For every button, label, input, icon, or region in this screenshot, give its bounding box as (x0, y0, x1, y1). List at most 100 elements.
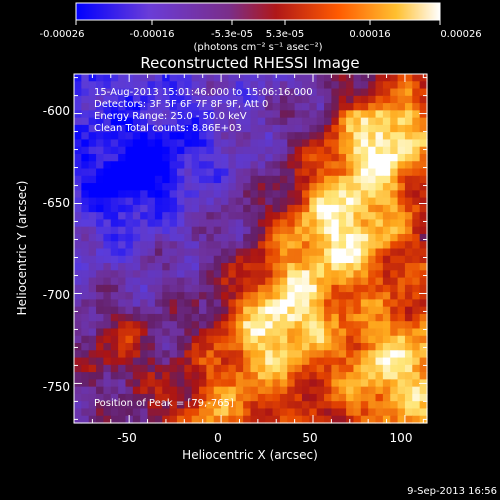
heatmap-cell (147, 350, 156, 359)
heatmap-cell (103, 401, 112, 410)
heatmap-cell (81, 183, 90, 191)
heatmap-cell (132, 110, 141, 119)
heatmap-cell (382, 343, 391, 351)
heatmap-cell (154, 175, 163, 184)
heatmap-cell (375, 372, 384, 380)
heatmap-cell (294, 408, 303, 417)
heatmap-cell (338, 110, 347, 119)
heatmap-cell (390, 386, 399, 395)
heatmap-cell (338, 401, 347, 410)
heatmap-cell (74, 226, 82, 235)
heatmap-cell (191, 233, 200, 242)
heatmap-cell (96, 190, 105, 199)
heatmap-cell (279, 299, 288, 308)
heatmap-cell (235, 408, 244, 417)
heatmap-cell (147, 197, 156, 206)
heatmap-cell (331, 161, 340, 170)
heatmap-cell (301, 277, 310, 286)
heatmap-cell (154, 328, 163, 337)
heatmap-cell (279, 233, 288, 242)
heatmap-cell (287, 219, 296, 228)
heatmap-cell (213, 386, 222, 395)
heatmap-cell (118, 408, 127, 417)
heatmap-cell (96, 350, 105, 359)
heatmap-cell (279, 343, 288, 351)
heatmap-cell (125, 88, 134, 97)
heatmap-cell (118, 241, 127, 250)
heatmap-cell (353, 343, 362, 351)
heatmap-cell (301, 364, 310, 373)
heatmap-cell (88, 226, 97, 235)
heatmap-cell (235, 401, 244, 410)
heatmap-cell (382, 277, 391, 286)
heatmap-cell (221, 175, 230, 184)
heatmap-cell (199, 183, 207, 191)
heatmap-cell (162, 386, 171, 395)
heatmap-cell (191, 197, 200, 206)
heatmap-cell (287, 343, 296, 351)
heatmap-cell (397, 313, 406, 322)
heatmap-cell (265, 226, 274, 235)
heatmap-cell (110, 306, 119, 315)
heatmap-cell (404, 248, 413, 257)
heatmap-cell (390, 408, 399, 417)
heatmap-cell (412, 357, 421, 366)
heatmap-cell (390, 306, 399, 315)
heatmap-cell (279, 110, 288, 119)
heatmap-cell (213, 313, 222, 322)
heatmap-cell (287, 153, 296, 162)
heatmap-cell (397, 168, 406, 177)
heatmap-cell (382, 379, 391, 388)
heatmap-cell (140, 103, 149, 111)
heatmap-cell (346, 284, 355, 293)
heatmap-cell (368, 357, 377, 366)
heatmap-cell (191, 168, 200, 177)
heatmap-cell (81, 190, 90, 199)
heatmap-cell (88, 161, 97, 170)
heatmap-cell (353, 168, 362, 177)
heatmap-cell (162, 95, 171, 104)
heatmap-cell (132, 139, 141, 148)
heatmap-cell (176, 110, 185, 119)
heatmap-cell (353, 212, 362, 221)
heatmap-cell (324, 175, 332, 184)
heatmap-cell (265, 335, 274, 344)
heatmap-cell (301, 117, 310, 126)
heatmap-cell (309, 132, 318, 141)
heatmap-cell (404, 139, 413, 148)
heatmap-cell (228, 241, 237, 250)
heatmap-cell (382, 197, 391, 206)
heatmap-cell (88, 357, 97, 366)
heatmap-cell (404, 95, 413, 104)
heatmap-cell (110, 408, 119, 417)
heatmap-cell (213, 401, 222, 410)
heatmap-cell (404, 124, 413, 133)
heatmap-cell (118, 393, 127, 402)
heatmap-cell (250, 313, 259, 322)
heatmap-cell (368, 190, 377, 199)
heatmap-cell (147, 343, 156, 351)
heatmap-cell (184, 277, 193, 286)
colorbar-unit-label: (photons cm⁻² s⁻¹ asec⁻²) (193, 42, 322, 53)
heatmap-cell (294, 263, 303, 271)
heatmap-cell (412, 379, 421, 388)
heatmap-cell (257, 343, 266, 351)
heatmap-cell (419, 190, 428, 199)
heatmap-cell (382, 110, 391, 119)
heatmap-cell (316, 132, 325, 141)
heatmap-cell (338, 103, 347, 111)
heatmap-cell (294, 146, 303, 155)
heatmap-cell (243, 263, 252, 271)
heatmap-cell (74, 248, 82, 257)
heatmap-cell (96, 161, 105, 170)
heatmap-cell (243, 364, 252, 373)
heatmap-cell (147, 74, 156, 82)
heatmap-cell (162, 299, 171, 308)
heatmap-cell (191, 212, 200, 221)
heatmap-cell (279, 357, 288, 366)
heatmap-cell (154, 81, 163, 90)
heatmap-cell (162, 335, 171, 344)
heatmap-cell (176, 95, 185, 104)
heatmap-cell (390, 335, 399, 344)
heatmap-cell (243, 146, 252, 155)
